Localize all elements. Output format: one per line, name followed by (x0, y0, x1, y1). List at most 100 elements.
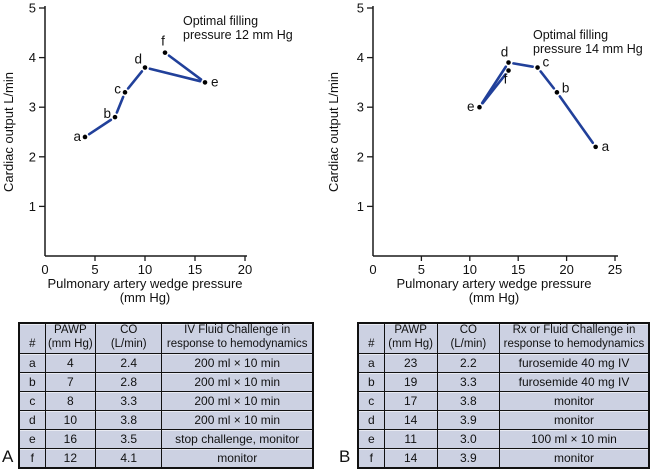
point-label-b: b (103, 106, 111, 121)
panel-b-table-wrap: # PAWP (mm Hg) CO (L/min) Rx or Fluid Challen… (357, 322, 650, 470)
data-point-c (122, 90, 128, 95)
x-axis-title-units: (mm Hg) (120, 290, 171, 305)
column-header: # (357, 322, 385, 355)
table-cell: e (18, 429, 46, 450)
x-tick-label: 20 (238, 262, 252, 277)
data-point-b (112, 114, 118, 120)
point-label-a: a (602, 139, 610, 154)
table-cell: 200 ml × 10 min (161, 391, 314, 412)
table-cell: 200 ml × 10 min (161, 372, 314, 393)
table-cell: 16 (44, 429, 97, 450)
table-cell: 200 ml × 10 min (161, 353, 314, 374)
data-point-b (554, 90, 560, 95)
panel-a-table: # PAWP (mm Hg) CO (L/min) IV Fluid Challenge … (18, 322, 314, 470)
series-segment (558, 95, 595, 145)
table-cell: 3.3 (436, 372, 500, 393)
data-point-d (506, 60, 511, 65)
table-cell: 23 (383, 353, 438, 374)
y-tick-label: 1 (357, 199, 364, 214)
series-segment (481, 73, 507, 105)
x-tick-label: 25 (608, 262, 622, 277)
data-point-f (506, 68, 511, 73)
table-cell: d (357, 410, 385, 431)
panel-b-label: B (339, 447, 351, 466)
table-cell: c (18, 391, 46, 412)
point-label-e: e (211, 74, 219, 89)
table-row: e 11 3.0 100 ml × 10 min (357, 429, 650, 450)
x-tick-label: 10 (463, 262, 477, 277)
table-row: a 23 2.2 furosemide 40 mg IV (357, 353, 650, 374)
table-cell: 3.8 (436, 391, 500, 412)
x-axis-title-units: (mm Hg) (469, 290, 520, 305)
table-row: d 10 3.8 200 ml × 10 min (18, 410, 314, 431)
point-label-c: c (114, 81, 121, 96)
point-label-d: d (134, 52, 142, 67)
table-cell: b (357, 372, 385, 393)
series-segment (167, 54, 203, 81)
data-point-c (535, 65, 540, 70)
x-tick-label: 10 (138, 262, 152, 277)
table-row: b 7 2.8 200 ml × 10 min (18, 372, 314, 393)
table-body: a 23 2.2 furosemide 40 mg IV b 19 3.3 furosemid… (357, 353, 650, 469)
table-cell: 3.5 (94, 429, 163, 450)
table-cell: monitor (498, 410, 650, 431)
y-axis-title: Cardiac output L/min (326, 72, 341, 192)
table-cell: 200 ml × 10 min (161, 410, 314, 431)
series-segment (148, 67, 202, 83)
table-cell: furosemide 40 mg IV (498, 353, 650, 374)
x-tick-label: 0 (41, 262, 48, 277)
table-cell: 3.9 (436, 410, 500, 431)
table-cell: e (357, 429, 385, 450)
x-tick-label: 0 (369, 262, 376, 277)
panel-a-chart: 0 5 10 15 20 1 2 3 4 5 Pulmonary artery wedge pres… (0, 0, 325, 312)
table-cell: monitor (161, 448, 314, 469)
data-point-a (593, 144, 598, 150)
table-body: a 4 2.4 200 ml × 10 min b 7 2.8 200 ml × 10 min… (18, 353, 314, 469)
table-cell: 3.9 (436, 448, 500, 469)
annotation-line: pressure 12 mm Hg (183, 28, 293, 42)
x-tick-label: 15 (511, 262, 525, 277)
y-tick-label: 3 (29, 100, 36, 115)
table-cell: 2.4 (94, 353, 163, 374)
x-tick-label: 5 (91, 262, 98, 277)
point-label-c: c (543, 55, 550, 70)
y-tick-label: 5 (29, 1, 36, 16)
table-row: e 16 3.5 stop challenge, monitor (18, 429, 314, 450)
table-cell: 4 (44, 353, 97, 374)
panel-b-table: # PAWP (mm Hg) CO (L/min) Rx or Fluid Challen… (357, 322, 650, 470)
column-header: # (18, 322, 46, 355)
series-segment (87, 118, 113, 136)
table-cell: stop challenge, monitor (161, 429, 314, 450)
y-tick-label: 2 (29, 149, 36, 164)
table-cell: 3.8 (94, 410, 163, 431)
header-row: # PAWP (mm Hg) CO (L/min) Rx or Fluid Challen… (357, 322, 650, 355)
data-point-a (82, 134, 88, 140)
series-segment (512, 62, 534, 68)
table-cell: 3.0 (436, 429, 500, 450)
y-tick-label: 1 (29, 199, 36, 214)
table-cell: 4.1 (94, 448, 163, 469)
table-cell: 2.2 (436, 353, 500, 374)
table-row: d 14 3.9 monitor (357, 410, 650, 431)
table-cell: f (18, 448, 46, 469)
table-cell: 10 (44, 410, 97, 431)
point-label-b: b (562, 80, 570, 95)
table-cell: f (357, 448, 385, 469)
table-cell: c (357, 391, 385, 412)
table-cell: 7 (44, 372, 97, 393)
annotation-line: Optimal filling (533, 28, 608, 42)
table-cell: 14 (383, 448, 438, 469)
table-row: c 17 3.8 monitor (357, 391, 650, 412)
data-point-e (202, 80, 208, 85)
table-cell: 100 ml × 10 min (498, 429, 650, 450)
table-row: c 8 3.3 200 ml × 10 min (18, 391, 314, 412)
annotation-line: pressure 14 mm Hg (533, 42, 643, 56)
table-cell: d (18, 410, 46, 431)
table-cell: 2.8 (94, 372, 163, 393)
table-cell: 11 (383, 429, 438, 450)
data-point-f (162, 50, 168, 55)
point-label-e: e (467, 99, 475, 114)
header-row: # PAWP (mm Hg) CO (L/min) IV Fluid Challenge … (18, 322, 314, 355)
